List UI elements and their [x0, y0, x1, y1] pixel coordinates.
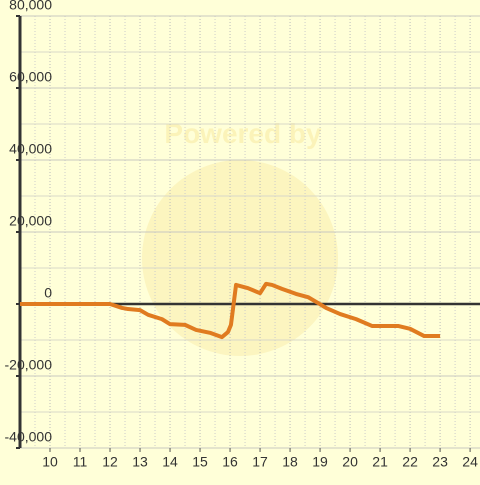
- y-tick-label: 20,000: [9, 213, 52, 229]
- x-tick-label: 15: [192, 454, 208, 470]
- x-tick-label: 19: [312, 454, 328, 470]
- x-tick-label: 23: [432, 454, 448, 470]
- y-tick-label: -40,000: [5, 429, 53, 445]
- y-tick-label: 0: [44, 285, 52, 301]
- x-tick-label: 13: [132, 454, 148, 470]
- x-tick-label: 18: [282, 454, 298, 470]
- watermark: Powered by: [142, 118, 338, 356]
- x-tick-label: 14: [162, 454, 178, 470]
- x-tick-label: 10: [42, 454, 58, 470]
- x-tick-label: 24: [462, 454, 478, 470]
- y-tick-label: -20,000: [5, 357, 53, 373]
- x-tick-label: 21: [372, 454, 388, 470]
- x-tick-label: 17: [252, 454, 268, 470]
- y-tick-label: 60,000: [9, 69, 52, 85]
- x-tick-label: 20: [342, 454, 358, 470]
- watermark-logo: [142, 160, 338, 356]
- y-tick-label: 40,000: [9, 141, 52, 157]
- data-line: [20, 281, 441, 340]
- watermark-text: Powered by: [164, 118, 322, 149]
- x-tick-label: 11: [73, 454, 88, 470]
- x-tick-label: 22: [402, 454, 418, 470]
- x-tick-label: 16: [222, 454, 238, 470]
- y-tick-label: 80,000: [9, 0, 52, 13]
- x-tick-label: 12: [102, 454, 118, 470]
